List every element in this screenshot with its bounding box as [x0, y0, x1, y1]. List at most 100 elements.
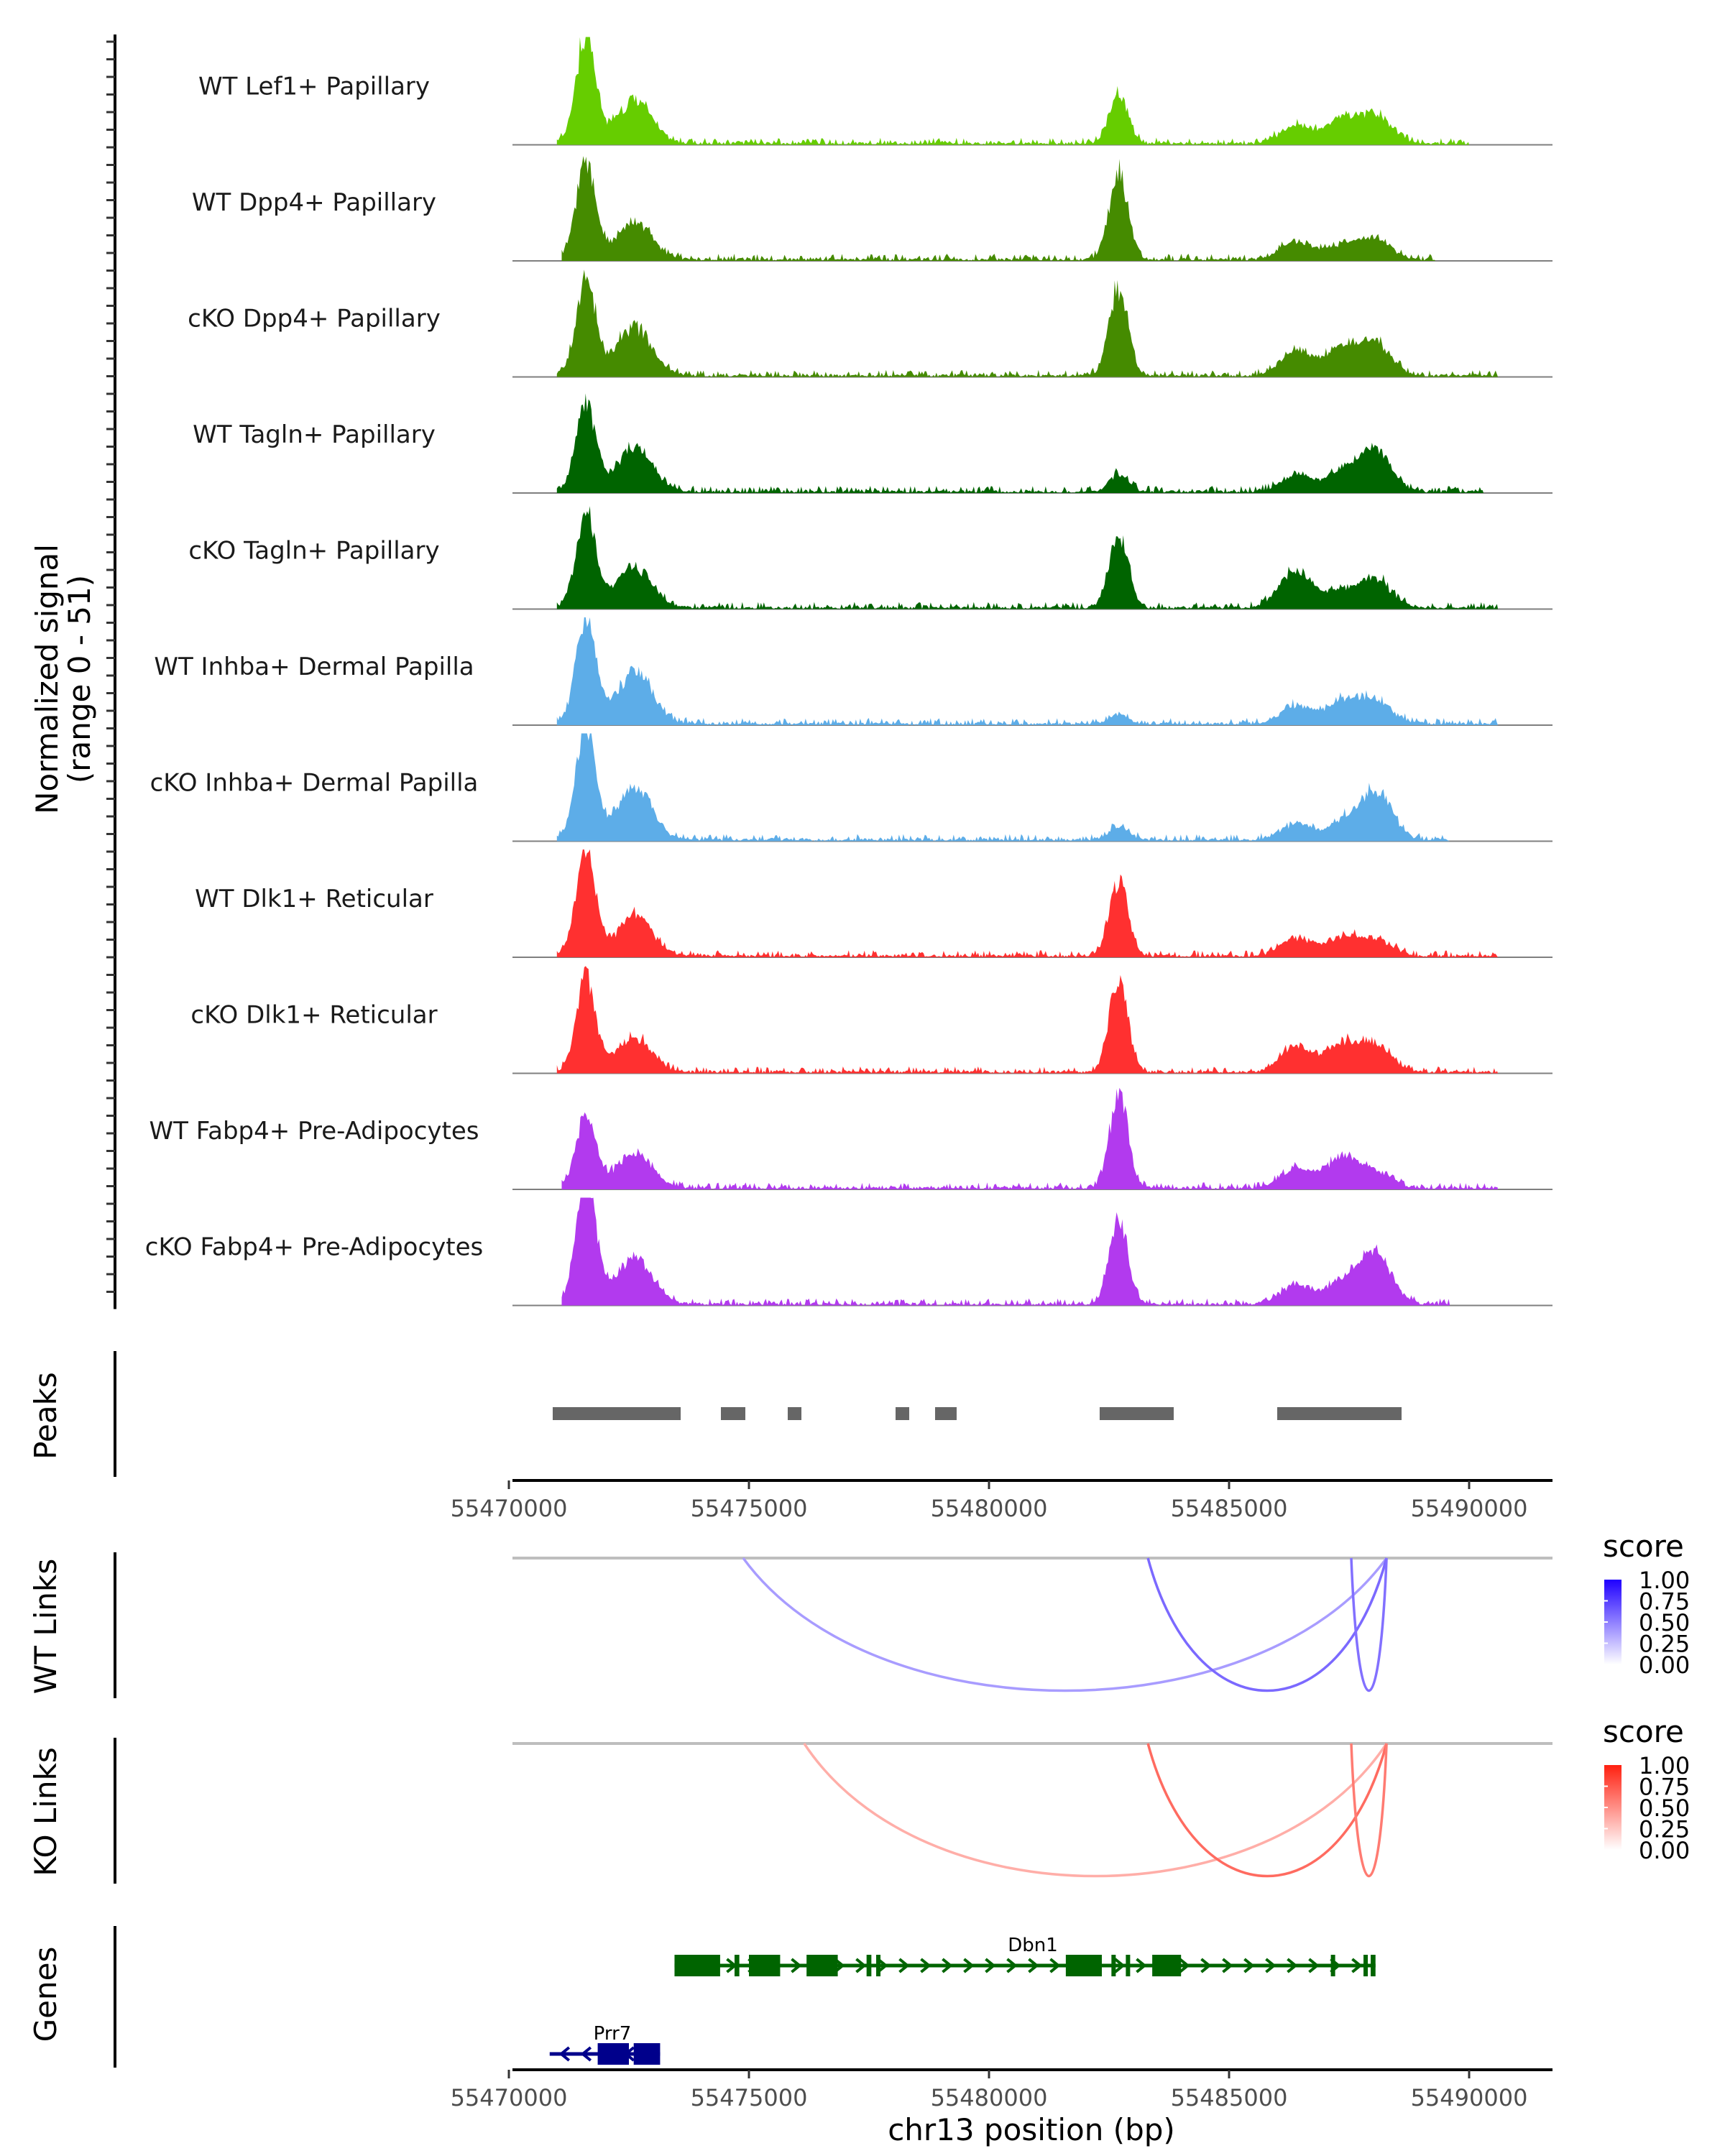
- gene-exon: [1152, 1955, 1182, 1976]
- gene-exon: [674, 1955, 720, 1976]
- gene-exon: [1371, 1955, 1376, 1976]
- coverage-track: cKO Dlk1+ Reticular: [190, 966, 1552, 1074]
- coverage-track-area: [556, 733, 1450, 842]
- ko-links-panel: KO Links score 1.000.750.500.250.00: [28, 1714, 1690, 1884]
- coverage-track: WT Lef1+ Papillary: [198, 37, 1552, 146]
- gene-exon: [1065, 1955, 1102, 1976]
- coverage-track-area: [556, 37, 1469, 145]
- coverage-track-label: cKO Inhba+ Dermal Papilla: [150, 769, 479, 798]
- peak-region: [1277, 1407, 1402, 1420]
- legend-tick-label: 0.50: [1639, 1609, 1690, 1636]
- coverage-track-label: cKO Dlk1+ Reticular: [190, 1001, 437, 1030]
- peaks-x-tick-label: 55470000: [451, 1495, 568, 1522]
- gene-exon: [866, 1955, 872, 1976]
- strand-arrow-left-icon: [1243, 1958, 1255, 1973]
- coverage-track: cKO Fabp4+ Pre-Adipocytes: [145, 1197, 1552, 1307]
- coverage-track-area: [556, 966, 1499, 1074]
- gene-exon: [633, 2043, 661, 2065]
- coverage-track: cKO Inhba+ Dermal Papilla: [150, 733, 1552, 842]
- coverage-track-label: cKO Dpp4+ Papillary: [188, 305, 441, 333]
- coverage-track: cKO Tagln+ Papillary: [188, 506, 1552, 610]
- peak-region: [552, 1407, 681, 1420]
- gene-exon: [1330, 1955, 1335, 1976]
- peaks-panel-label: Peaks: [28, 1372, 63, 1460]
- gene-exon: [1126, 1955, 1131, 1976]
- strand-arrow-right-icon: [558, 2046, 571, 2062]
- peaks-x-tick-label: 55480000: [931, 1495, 1048, 1522]
- strand-arrow-left-icon: [855, 1958, 867, 1973]
- legend-tick-label: 0.25: [1639, 1631, 1690, 1658]
- peak-region: [934, 1407, 957, 1420]
- coverage-track: WT Fabp4+ Pre-Adipocytes: [150, 1087, 1552, 1190]
- coverage-track-area: [556, 393, 1484, 493]
- genes-x-tick-label: 55485000: [1171, 2084, 1288, 2111]
- x-axis-title: chr13 position (bp): [888, 2112, 1175, 2147]
- strand-arrow-left-icon: [1028, 1958, 1039, 1973]
- legend-tick-label: 0.00: [1639, 1651, 1690, 1679]
- coverage-track: WT Inhba+ Dermal Papilla: [154, 617, 1552, 726]
- peak-region: [787, 1407, 802, 1420]
- coverage-track: WT Tagln+ Papillary: [193, 393, 1552, 494]
- strand-arrow-left-icon: [1179, 1958, 1190, 1973]
- gene-name-label: Prr7: [594, 2023, 632, 2045]
- strand-arrow-left-icon: [1114, 1958, 1126, 1973]
- link-arc: [1146, 1557, 1388, 1692]
- coverage-track-area: [561, 1087, 1499, 1189]
- coverage-y-label-line2: (range 0 - 51): [62, 575, 97, 783]
- coverage-track-label: WT Fabp4+ Pre-Adipocytes: [150, 1117, 479, 1146]
- legend-tick-label: 0.25: [1639, 1816, 1690, 1843]
- strand-arrow-left-icon: [1006, 1958, 1018, 1973]
- coverage-track-area: [561, 156, 1436, 261]
- legend-tick-label: 0.75: [1639, 1774, 1690, 1801]
- genes-x-tick-label: 55470000: [451, 2084, 568, 2111]
- strand-arrow-left-icon: [1049, 1958, 1061, 1973]
- legend-tick-label: 0.75: [1639, 1588, 1690, 1616]
- link-arc: [1350, 1557, 1388, 1692]
- gene-exon: [1363, 1955, 1368, 1976]
- gene-model: Dbn1: [674, 1935, 1376, 1976]
- legend-tick-label: 0.50: [1639, 1795, 1690, 1822]
- gene-name-label: Dbn1: [1008, 1935, 1058, 1956]
- strand-arrow-left-icon: [942, 1958, 953, 1973]
- peaks-panel: 55470000 55475000 55480000 55485000 55490000: [114, 1351, 1552, 1522]
- strand-arrow-left-icon: [1308, 1958, 1320, 1973]
- peaks-x-tick-label: 55490000: [1411, 1495, 1528, 1522]
- wt-links-panel: WT Links score 1.000.750.500.250.00: [28, 1529, 1690, 1698]
- coverage-track-area: [556, 849, 1499, 957]
- coverage-track: WT Dpp4+ Papillary: [192, 156, 1552, 262]
- strand-arrow-left-icon: [1351, 1958, 1363, 1973]
- coverage-track-label: WT Dpp4+ Papillary: [192, 188, 436, 217]
- strand-arrow-left-icon: [1222, 1958, 1233, 1973]
- strand-arrow-left-icon: [985, 1958, 996, 1973]
- strand-arrow-left-icon: [1200, 1958, 1212, 1973]
- gene-exon: [749, 1955, 781, 1976]
- coverage-track-area: [561, 1197, 1450, 1306]
- genes-x-tick-label: 55480000: [931, 2084, 1048, 2111]
- genes-panel-label: Genes: [28, 1947, 63, 2042]
- genes-x-tick-label: 55490000: [1411, 2084, 1528, 2111]
- peaks-x-tick-label: 55475000: [691, 1495, 808, 1522]
- gene-exon: [806, 1955, 838, 1976]
- coverage-track-label: WT Inhba+ Dermal Papilla: [154, 653, 474, 681]
- legend-tick-label: 1.00: [1639, 1752, 1690, 1779]
- coverage-panel: WT Lef1+ Papillary WT Dpp4+ Papillary cKO …: [106, 34, 1552, 1309]
- strand-arrow-left-icon: [791, 1958, 802, 1973]
- legend-title: score: [1603, 1529, 1684, 1564]
- legend-tick-label: 0.00: [1639, 1837, 1690, 1864]
- coverage-track-label: WT Lef1+ Papillary: [198, 73, 430, 101]
- strand-arrow-left-icon: [1265, 1958, 1276, 1973]
- strand-arrow-left-icon: [1136, 1958, 1147, 1973]
- coverage-y-label-line1: Normalized signal: [29, 544, 65, 814]
- coverage-track-area: [556, 617, 1499, 725]
- strand-arrow-left-icon: [963, 1958, 975, 1973]
- coverage-track-label: WT Tagln+ Papillary: [193, 420, 436, 449]
- legend-tick-label: 1.00: [1639, 1567, 1690, 1594]
- coverage-track-area: [556, 506, 1499, 609]
- coverage-track-area: [556, 270, 1499, 377]
- strand-arrow-left-icon: [1287, 1958, 1298, 1973]
- gene-exon: [876, 1955, 881, 1976]
- gene-exon: [597, 2043, 629, 2065]
- strand-arrow-left-icon: [898, 1958, 910, 1973]
